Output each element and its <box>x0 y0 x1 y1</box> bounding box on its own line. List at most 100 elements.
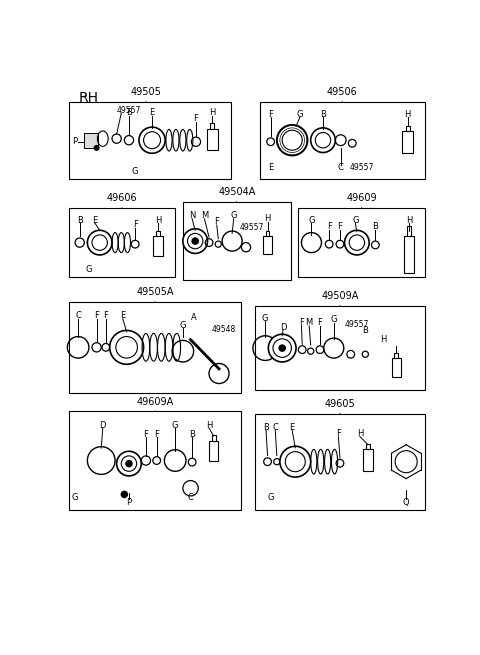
Text: B: B <box>77 215 83 225</box>
Bar <box>407 227 411 236</box>
Text: H: H <box>405 109 411 119</box>
Circle shape <box>273 339 291 358</box>
Text: F: F <box>94 311 99 320</box>
Text: P: P <box>72 138 78 146</box>
Text: F: F <box>103 311 108 320</box>
Text: B: B <box>263 423 269 432</box>
Text: H: H <box>264 214 271 223</box>
Text: M: M <box>201 211 208 220</box>
Text: B: B <box>320 109 326 119</box>
Bar <box>363 449 372 470</box>
Text: 49557: 49557 <box>350 163 374 172</box>
Text: F: F <box>337 222 342 231</box>
Bar <box>69 102 230 179</box>
Text: G: G <box>308 215 315 225</box>
Text: 49557: 49557 <box>117 107 141 115</box>
Text: 49505A: 49505A <box>136 288 174 297</box>
Bar <box>263 236 272 254</box>
Bar <box>255 413 425 510</box>
Circle shape <box>279 345 285 351</box>
Text: C: C <box>272 423 278 432</box>
Text: C: C <box>188 493 193 502</box>
Circle shape <box>315 132 331 148</box>
Bar <box>299 208 425 277</box>
Circle shape <box>121 456 137 472</box>
Text: 49548: 49548 <box>211 325 236 334</box>
Bar <box>255 306 425 390</box>
Circle shape <box>94 145 99 150</box>
Text: F: F <box>336 429 341 438</box>
Text: E: E <box>120 311 125 320</box>
Text: F: F <box>154 430 159 439</box>
Text: F: F <box>299 318 304 328</box>
Text: E: E <box>93 215 98 225</box>
Text: G: G <box>180 320 186 329</box>
Text: F: F <box>327 222 332 231</box>
Text: H: H <box>380 335 386 344</box>
Bar <box>404 236 414 272</box>
Bar <box>406 126 410 131</box>
Bar <box>153 236 163 255</box>
Text: B: B <box>126 108 132 117</box>
Text: 49609A: 49609A <box>136 397 174 407</box>
Circle shape <box>345 231 369 255</box>
Text: H: H <box>155 215 161 225</box>
Circle shape <box>183 229 207 253</box>
Bar <box>183 202 291 280</box>
Text: E: E <box>268 163 273 172</box>
Text: G: G <box>230 211 237 220</box>
Bar <box>156 231 160 236</box>
Text: P: P <box>126 498 132 506</box>
Circle shape <box>349 235 365 250</box>
Text: RH: RH <box>78 91 98 105</box>
Text: G: G <box>85 265 92 274</box>
Circle shape <box>280 446 311 477</box>
Circle shape <box>282 130 302 150</box>
Text: G: G <box>297 109 303 119</box>
Text: N: N <box>189 211 195 220</box>
Circle shape <box>277 125 308 156</box>
Text: F: F <box>144 430 148 439</box>
Text: G: G <box>262 314 268 322</box>
Circle shape <box>116 337 137 358</box>
Text: C: C <box>338 163 344 172</box>
Circle shape <box>92 235 108 250</box>
Circle shape <box>268 334 296 362</box>
Text: H: H <box>406 215 412 225</box>
Text: G: G <box>72 493 78 502</box>
Text: H: H <box>357 429 363 438</box>
Text: D: D <box>280 323 286 332</box>
Circle shape <box>144 132 160 149</box>
Text: D: D <box>99 421 106 430</box>
Circle shape <box>192 238 198 244</box>
Text: E: E <box>289 423 295 432</box>
Text: 49557: 49557 <box>345 320 369 329</box>
Bar <box>394 354 398 358</box>
Text: 49506: 49506 <box>327 87 358 97</box>
Text: E: E <box>149 108 155 117</box>
Circle shape <box>285 452 305 472</box>
Bar <box>69 411 241 510</box>
Text: H: H <box>206 421 212 430</box>
Bar <box>207 128 217 150</box>
Bar <box>366 443 370 449</box>
Text: 49504A: 49504A <box>218 187 255 197</box>
Text: G: G <box>267 493 274 502</box>
Bar <box>84 132 98 148</box>
Bar <box>210 123 214 128</box>
Text: G: G <box>131 166 138 176</box>
Text: G: G <box>172 421 179 430</box>
Circle shape <box>117 451 141 476</box>
Text: 49605: 49605 <box>324 399 355 409</box>
Text: 49606: 49606 <box>107 193 137 203</box>
Text: G: G <box>331 315 337 324</box>
Circle shape <box>126 460 132 466</box>
Text: 49509A: 49509A <box>321 291 359 301</box>
Bar <box>266 231 269 236</box>
Text: F: F <box>317 318 323 328</box>
Text: M: M <box>305 318 313 328</box>
Text: 49505: 49505 <box>131 87 161 97</box>
Text: H: H <box>209 108 216 117</box>
Text: B: B <box>372 222 378 231</box>
Text: Q: Q <box>403 498 409 506</box>
